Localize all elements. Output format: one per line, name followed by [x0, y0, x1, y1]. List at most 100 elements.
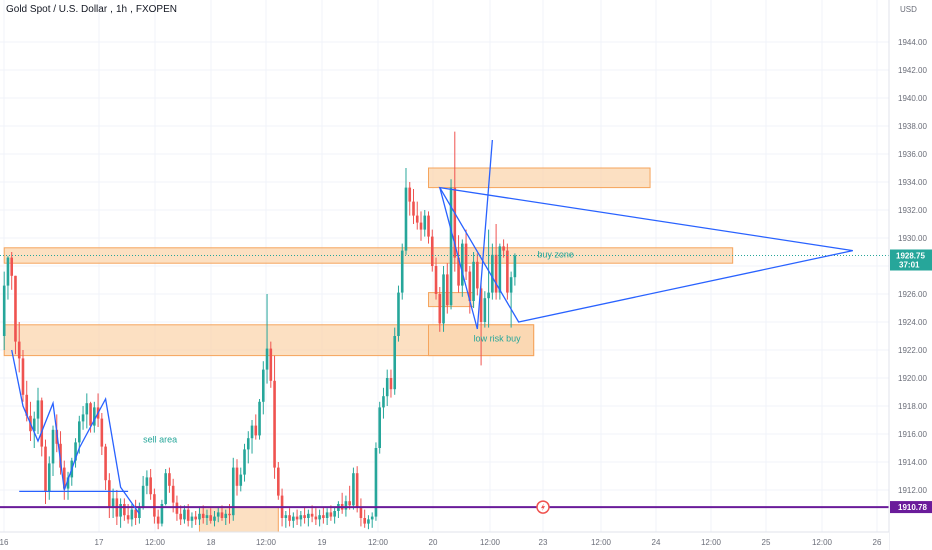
price-tick-label: 1918.00 — [898, 402, 927, 411]
candle-body — [85, 403, 89, 415]
candle-body — [385, 378, 389, 397]
annotation-label: sell area — [143, 434, 177, 444]
candle-body — [25, 394, 29, 416]
price-axis[interactable]: USD 1944.00 1942.00 1940.00 1938.00 1936.00 19… — [888, 0, 932, 550]
symbol-name: Gold Spot / U.S. Dollar — [6, 4, 108, 15]
candle-body — [404, 187, 408, 251]
candle-body — [415, 215, 419, 223]
price-tick-label: 1916.00 — [898, 430, 927, 439]
price-tick-label: 1926.00 — [898, 290, 927, 299]
candle-body — [513, 255, 517, 278]
candle-body — [74, 442, 77, 461]
candle-body — [506, 250, 509, 293]
candle-body — [453, 187, 457, 258]
candle-body — [310, 513, 314, 517]
candle-body — [445, 274, 449, 306]
candle-body — [295, 516, 299, 520]
candle-body — [250, 425, 254, 439]
candle-body — [370, 516, 374, 520]
candle-body — [363, 518, 366, 524]
candles — [2, 131, 517, 530]
candle-body — [329, 512, 333, 517]
candle-body — [265, 348, 269, 370]
candle-body — [134, 509, 137, 518]
candle-body — [494, 254, 498, 293]
line-price-badge[interactable] — [890, 501, 932, 514]
candle-body — [438, 294, 442, 324]
time-tick-label: 12:00 — [480, 538, 501, 547]
timeframe[interactable]: 1h — [115, 4, 128, 15]
time-axis[interactable]: 16 17 12:00 18 12:00 19 12:00 20 12:00 23 12:00 24 1… — [0, 531, 889, 550]
candle-body — [183, 509, 186, 520]
candle-body — [194, 516, 198, 520]
candle-body — [299, 515, 303, 520]
time-tick-label: 24 — [652, 538, 661, 547]
grid — [0, 0, 889, 532]
candle-body — [374, 448, 378, 517]
candle-body — [205, 515, 209, 518]
candle-body — [81, 414, 85, 422]
title-separator: , — [130, 4, 133, 15]
time-tick-label: 12:00 — [145, 538, 166, 547]
candle-body — [239, 474, 243, 486]
candle-body — [472, 261, 475, 301]
price-tick-label: 1934.00 — [898, 178, 927, 187]
candle-body — [130, 509, 134, 520]
time-axis-background — [0, 532, 889, 550]
zones — [3, 167, 734, 533]
candle-body — [355, 473, 359, 507]
candle-body — [160, 504, 164, 524]
candle-body — [51, 429, 55, 464]
candle-body — [100, 418, 104, 447]
candle-body — [168, 473, 171, 486]
candle-body — [44, 446, 47, 492]
candle-body — [457, 257, 460, 286]
candle-body — [273, 380, 276, 468]
candle-body — [502, 246, 505, 251]
candle-body — [149, 477, 152, 495]
candle-body — [498, 246, 502, 293]
candle-body — [261, 369, 265, 402]
candle-body — [509, 277, 513, 293]
candle-body — [352, 473, 355, 506]
candle-body — [408, 187, 412, 202]
candle-body — [464, 243, 468, 272]
candle-body — [487, 292, 490, 299]
price-tick-label: 1930.00 — [898, 234, 927, 243]
candle-body — [461, 243, 464, 286]
candle-body — [288, 515, 291, 521]
candle-body — [389, 378, 393, 390]
price-tick-label: 1914.00 — [898, 458, 927, 467]
candle-body — [314, 516, 318, 520]
candle-body — [382, 396, 385, 408]
price-tick-label: 1938.00 — [898, 122, 927, 131]
candle-body — [40, 400, 44, 447]
time-tick-label: 26 — [873, 538, 882, 547]
candle-body — [303, 515, 306, 518]
current-price-badge[interactable] — [890, 249, 932, 271]
candle-body — [164, 473, 167, 504]
time-tick-label: 12:00 — [591, 538, 612, 547]
wave-line — [11, 349, 140, 515]
drawings — [0, 139, 889, 515]
time-tick-label: 20 — [429, 538, 438, 547]
time-tick-label: 12:00 — [256, 538, 277, 547]
candle-body — [235, 467, 239, 486]
time-tick-label: 25 — [762, 538, 771, 547]
candle-body — [213, 516, 216, 521]
candle-body — [258, 401, 261, 436]
wave-line — [439, 139, 493, 330]
candle-body — [397, 292, 400, 336]
chart-title: Gold Spot / U.S. Dollar, 1h, FXOPEN — [6, 4, 177, 15]
candle-body — [119, 504, 122, 517]
zone-rectangle — [198, 506, 279, 533]
candle-body — [190, 516, 194, 521]
candle-body — [325, 512, 329, 518]
candle-body — [141, 485, 145, 507]
candle-body — [434, 266, 438, 294]
candle-body — [2, 285, 6, 336]
candle-body — [171, 485, 175, 503]
candle-body — [228, 513, 231, 516]
